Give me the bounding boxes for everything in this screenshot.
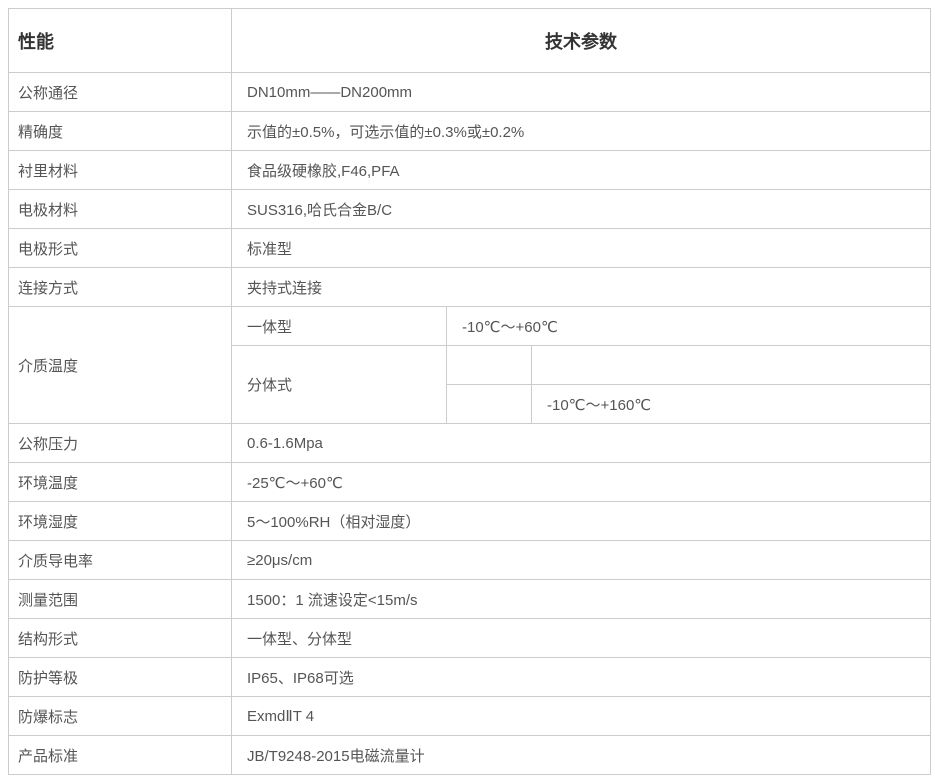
spec-value: 0.6-1.6Mpa [231,423,931,463]
spec-value: 夹持式连接 [231,267,931,307]
table-row-product-standard: 产品标准 JB/T9248-2015电磁流量计 [8,735,931,775]
integral-type-cell: 一体型 [231,306,447,346]
spec-value: SUS316,哈氏合金B/C [231,189,931,229]
spec-value: IP65、IP68可选 [231,657,931,697]
integral-range-cell: -10℃～+60℃ [446,306,931,346]
table-row-protection-class: 防护等极 IP65、IP68可选 [8,657,931,697]
spec-value: 一体型、分体型 [231,618,931,658]
remote-empty-cell [446,345,532,385]
remote-range-cell: -10℃～+160℃ [531,384,931,424]
spec-value: ExmdⅡT 4 [231,696,931,736]
table-row-lining-material: 衬里材料 食品级硬橡胶,F46,PFA [8,150,931,190]
medium-temp-label: 介质温度 [8,306,232,424]
table-row-conductivity: 介质导电率 ≥20μs/cm [8,540,931,580]
table-row-accuracy: 精确度 示值的±0.5%，可选示值的±0.3%或±0.2% [8,111,931,151]
spec-value: -25℃～+60℃ [231,462,931,502]
spec-value: 5～100%RH（相对湿度） [231,501,931,541]
spec-table: 性能 技术参数 公称通径 DN10mm——DN200mm 精确度 示值的±0.5… [8,8,931,775]
remote-empty-cell [446,384,532,424]
spec-label: 介质导电率 [8,540,232,580]
table-row-nominal-diameter: 公称通径 DN10mm——DN200mm [8,72,931,112]
remote-empty-cell [531,345,931,385]
table-row-connection-type: 连接方式 夹持式连接 [8,267,931,307]
spec-label: 公称通径 [8,72,232,112]
spec-value: DN10mm——DN200mm [231,72,931,112]
spec-label: 电极材料 [8,189,232,229]
table-row-medium-temp-remote-2: -10℃～+160℃ [9,384,931,424]
tech-params-header: 技术参数 [231,8,931,73]
spec-value: 食品级硬橡胶,F46,PFA [231,150,931,190]
table-row-ambient-temp: 环境温度 -25℃～+60℃ [8,462,931,502]
spec-value: 标准型 [231,228,931,268]
spec-label: 防爆标志 [8,696,232,736]
table-row-measuring-range: 测量范围 1500：1 流速设定<15m/s [8,579,931,619]
table-row-structure-type: 结构形式 一体型、分体型 [8,618,931,658]
table-row-medium-temp-integral: 介质温度 一体型 -10℃～+60℃ [8,306,931,424]
spec-label: 精确度 [8,111,232,151]
table-row-nominal-pressure: 公称压力 0.6-1.6Mpa [8,423,931,463]
spec-value: 1500：1 流速设定<15m/s [231,579,931,619]
table-row-ambient-humidity: 环境湿度 5～100%RH（相对湿度） [8,501,931,541]
spec-label: 环境湿度 [8,501,232,541]
spec-label: 衬里材料 [8,150,232,190]
table-row-explosion-proof-mark: 防爆标志 ExmdⅡT 4 [8,696,931,736]
spec-label: 连接方式 [8,267,232,307]
spec-value: ≥20μs/cm [231,540,931,580]
header-row: 性能 技术参数 [8,8,931,73]
spec-label: 环境温度 [8,462,232,502]
spec-label: 防护等极 [8,657,232,697]
spec-label: 测量范围 [8,579,232,619]
spec-label: 产品标准 [8,735,232,775]
spec-value: 示值的±0.5%，可选示值的±0.3%或±0.2% [231,111,931,151]
performance-header: 性能 [8,8,232,73]
spec-label: 结构形式 [8,618,232,658]
remote-type-cell: 分体式 [231,345,447,424]
table-row-electrode-material: 电极材料 SUS316,哈氏合金B/C [8,189,931,229]
spec-value: JB/T9248-2015电磁流量计 [231,735,931,775]
table-row-medium-temp-remote-1: 分体式 [9,345,931,424]
spec-label: 电极形式 [8,228,232,268]
spec-label: 公称压力 [8,423,232,463]
table-row-electrode-type: 电极形式 标准型 [8,228,931,268]
